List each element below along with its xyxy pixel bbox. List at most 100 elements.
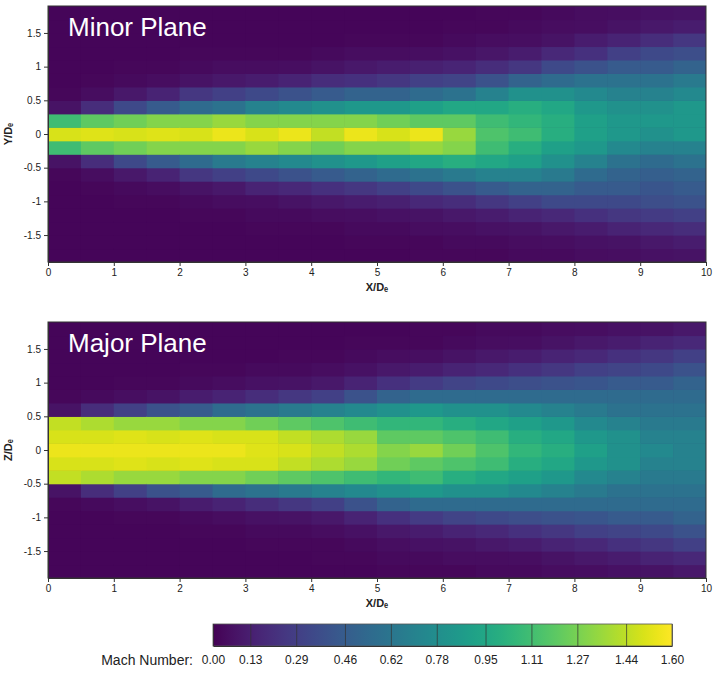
heatmap-cell: [443, 127, 477, 141]
heatmap-cell: [245, 322, 279, 336]
heatmap-cell: [344, 538, 378, 552]
heatmap-cell: [48, 46, 82, 60]
heatmap-cell: [278, 322, 312, 336]
tick: 4: [309, 262, 315, 278]
heatmap-cell: [542, 376, 576, 390]
heatmap-cell: [311, 430, 345, 444]
heatmap-cell: [509, 154, 542, 168]
heatmap-cell: [509, 457, 542, 471]
tick: 1.5: [27, 344, 48, 355]
heatmap-cell: [542, 60, 576, 74]
tick-mark: [44, 134, 48, 135]
heatmap-cell: [213, 538, 247, 552]
heatmap-cell: [278, 349, 312, 363]
heatmap-cell: [542, 235, 576, 249]
heatmap-cell: [311, 19, 345, 33]
heatmap-cell: [476, 19, 510, 33]
heatmap-cell: [443, 222, 477, 236]
heatmap-cell: [574, 249, 608, 262]
heatmap-cell: [278, 335, 312, 349]
heatmap-cell: [377, 114, 411, 128]
heatmap-cell: [410, 100, 444, 114]
tick: 1: [112, 578, 118, 594]
tick-label: -0.5: [24, 478, 42, 489]
heatmap-cell: [278, 538, 312, 552]
heatmap-cell: [607, 470, 641, 484]
heatmap-cell: [476, 457, 510, 471]
heatmap-cell: [607, 208, 641, 222]
tick-mark: [44, 100, 48, 101]
heatmap-cells: [48, 322, 706, 578]
heatmap-cell: [311, 349, 345, 363]
heatmap-cell: [278, 235, 312, 249]
heatmap-cell: [114, 524, 148, 538]
heatmap-cell: [476, 551, 510, 565]
heatmap-cell: [180, 389, 214, 403]
tick-label: 0.5: [27, 95, 41, 106]
heatmap-cell: [509, 87, 542, 101]
tick: -0.5: [24, 478, 48, 489]
heatmap-cell: [48, 376, 82, 390]
heatmap-cell: [443, 362, 477, 376]
heatmap-cell: [509, 127, 542, 141]
tick-mark: [640, 578, 641, 582]
heatmap-cell: [509, 195, 542, 209]
heatmap-cell: [574, 46, 608, 60]
heatmap-cell: [410, 181, 444, 195]
tick-mark: [577, 624, 578, 646]
heatmap-cell: [673, 524, 706, 538]
tick-mark: [509, 262, 510, 266]
heatmap-cell: [278, 524, 312, 538]
heatmap-cell: [673, 6, 706, 20]
heatmap-cell: [542, 73, 576, 87]
heatmap-cell: [245, 565, 279, 578]
heatmap-cell: [48, 127, 82, 141]
heatmap-cell: [410, 565, 444, 578]
heatmap-cell: [443, 114, 477, 128]
tick-label: 8: [572, 267, 578, 278]
heatmap-cell: [509, 114, 542, 128]
heatmap-cell: [48, 416, 82, 430]
heatmap-cell: [640, 430, 674, 444]
heatmap-cell: [81, 416, 115, 430]
heatmap-cell: [344, 73, 378, 87]
heatmap-cell: [278, 484, 312, 498]
tick-label: -1.5: [24, 546, 42, 557]
heatmap-cell: [213, 73, 247, 87]
heatmap-cell: [213, 376, 247, 390]
heatmap-cell: [245, 389, 279, 403]
heatmap-cell: [377, 524, 411, 538]
heatmap-cell: [377, 46, 411, 60]
heatmap-cell: [213, 403, 247, 417]
heatmap-cell: [574, 524, 608, 538]
heatmap-cell: [476, 87, 510, 101]
heatmap-cell: [147, 154, 181, 168]
heatmap-cell: [344, 497, 378, 511]
heatmap-cell: [81, 235, 115, 249]
heatmap-cell: [114, 235, 148, 249]
heatmap-cell: [114, 497, 148, 511]
tick: 0.46: [334, 624, 358, 667]
heatmap-cell: [278, 73, 312, 87]
heatmap-cell: [509, 100, 542, 114]
heatmap-cell: [180, 127, 214, 141]
heatmap-cell: [311, 195, 345, 209]
heatmap-cell: [509, 6, 542, 20]
heatmap-cell: [509, 389, 542, 403]
heatmap-cell: [114, 484, 148, 498]
tick-mark: [296, 624, 297, 646]
tick: 5: [375, 262, 381, 278]
heatmap-cell: [180, 141, 214, 155]
tick: 1: [35, 61, 48, 72]
heatmap-cell: [311, 114, 345, 128]
heatmap-cell: [607, 389, 641, 403]
heatmap-cell: [673, 443, 706, 457]
heatmap-cell: [48, 181, 82, 195]
heatmap-cell: [542, 208, 576, 222]
heatmap-cell: [410, 497, 444, 511]
heatmap-cell: [574, 484, 608, 498]
heatmap-cell: [542, 416, 576, 430]
heatmap-cell: [278, 46, 312, 60]
heatmap-cell: [213, 195, 247, 209]
panel: 012345678910-1.5-1-0.500.511.5X/DₑY/DₑMi…: [2, 6, 712, 293]
